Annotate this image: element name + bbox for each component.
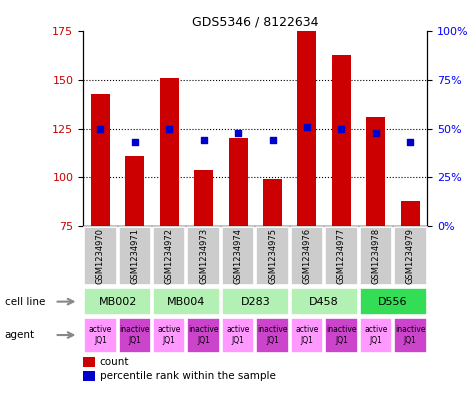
- Text: GSM1234977: GSM1234977: [337, 228, 346, 284]
- Text: D458: D458: [309, 297, 339, 307]
- Text: inactive
JQ1: inactive JQ1: [257, 325, 288, 345]
- Text: inactive
JQ1: inactive JQ1: [189, 325, 219, 345]
- Text: cell line: cell line: [5, 297, 45, 307]
- Point: [165, 125, 173, 132]
- Bar: [297, 31, 316, 226]
- Text: agent: agent: [5, 330, 35, 340]
- Bar: [401, 201, 420, 226]
- Text: GSM1234971: GSM1234971: [130, 228, 139, 284]
- Text: GSM1234979: GSM1234979: [406, 228, 415, 284]
- Point: [234, 129, 242, 136]
- Point: [372, 129, 380, 136]
- Text: D556: D556: [378, 297, 408, 307]
- Point: [269, 137, 276, 143]
- Bar: [228, 138, 247, 226]
- Bar: [332, 55, 351, 226]
- Bar: [91, 94, 110, 226]
- Bar: [160, 78, 179, 226]
- Text: D283: D283: [240, 297, 270, 307]
- Text: GSM1234976: GSM1234976: [303, 228, 312, 284]
- Bar: [194, 169, 213, 226]
- Title: GDS5346 / 8122634: GDS5346 / 8122634: [192, 16, 319, 29]
- Text: inactive
JQ1: inactive JQ1: [395, 325, 426, 345]
- Text: active
JQ1: active JQ1: [364, 325, 388, 345]
- Text: inactive
JQ1: inactive JQ1: [326, 325, 357, 345]
- Point: [131, 139, 139, 145]
- Text: inactive
JQ1: inactive JQ1: [120, 325, 150, 345]
- Point: [96, 125, 104, 132]
- Text: active
JQ1: active JQ1: [89, 325, 112, 345]
- Text: MB004: MB004: [167, 297, 206, 307]
- Point: [303, 124, 311, 130]
- Bar: [366, 117, 385, 226]
- Text: active
JQ1: active JQ1: [158, 325, 181, 345]
- Text: active
JQ1: active JQ1: [227, 325, 250, 345]
- Bar: [125, 156, 144, 226]
- Text: GSM1234978: GSM1234978: [371, 228, 380, 284]
- Text: GSM1234970: GSM1234970: [96, 228, 105, 284]
- Text: count: count: [100, 356, 129, 367]
- Text: GSM1234974: GSM1234974: [234, 228, 243, 284]
- Text: percentile rank within the sample: percentile rank within the sample: [100, 371, 276, 381]
- Text: GSM1234973: GSM1234973: [199, 228, 208, 284]
- Text: MB002: MB002: [98, 297, 137, 307]
- Text: GSM1234972: GSM1234972: [165, 228, 174, 284]
- Point: [338, 125, 345, 132]
- Point: [200, 137, 208, 143]
- Text: GSM1234975: GSM1234975: [268, 228, 277, 284]
- Text: active
JQ1: active JQ1: [295, 325, 319, 345]
- Point: [407, 139, 414, 145]
- Bar: [263, 179, 282, 226]
